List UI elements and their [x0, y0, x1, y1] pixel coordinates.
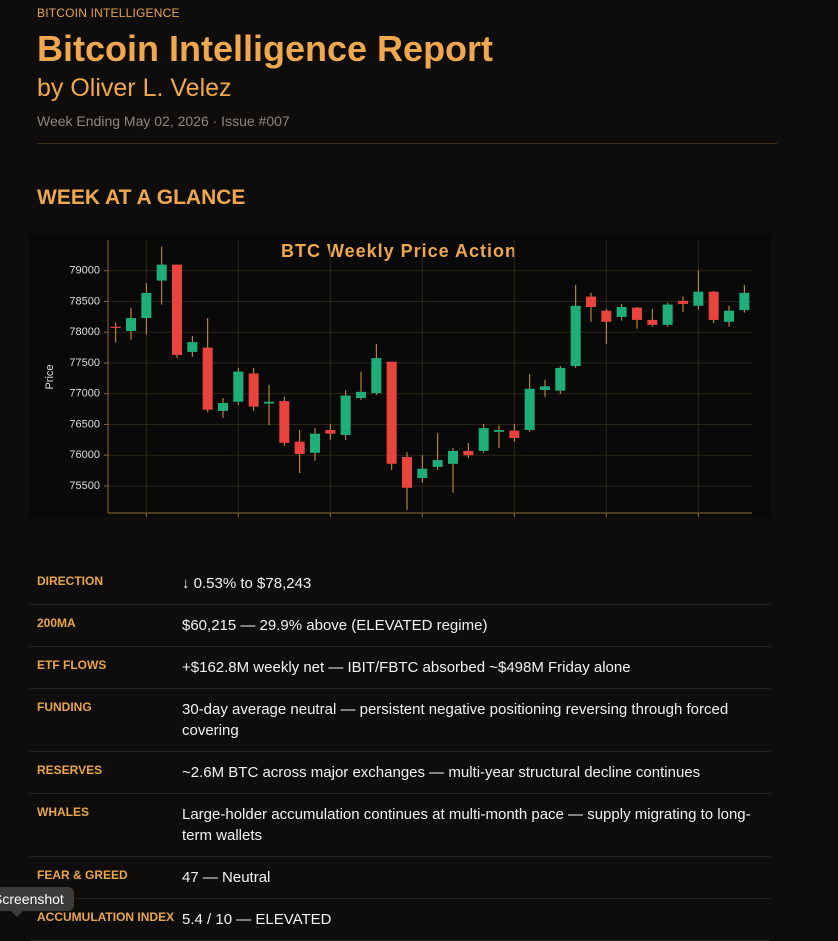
- candle-body: [340, 395, 351, 435]
- y-tick-label: 75500: [69, 480, 100, 492]
- row-value: ↓ 0.53% to $78,243: [182, 575, 312, 592]
- issue-meta: Week Ending May 02, 2026 · Issue #007: [37, 113, 290, 129]
- y-axis-label: Price: [44, 364, 56, 389]
- row-label: DIRECTION: [37, 574, 103, 588]
- candle-body: [156, 264, 167, 281]
- candle-body: [693, 291, 704, 306]
- y-tick-label: 76500: [69, 418, 100, 430]
- y-tick-label: 77500: [69, 357, 100, 369]
- candle-body: [126, 318, 136, 331]
- candle-body: [540, 386, 550, 391]
- candle-body: [417, 468, 428, 478]
- candle-body: [386, 361, 397, 464]
- candle-body: [371, 358, 382, 394]
- candle-body: [524, 388, 535, 430]
- row-value: $60,215 — 29.9% above (ELEVATED regime): [182, 617, 488, 634]
- kicker: BITCOIN INTELLIGENCE: [37, 6, 180, 20]
- row-label: WHALES: [37, 805, 89, 819]
- row-value: 47 — Neutral: [182, 869, 271, 886]
- table-row: FEAR & GREED 47 — Neutral: [30, 857, 770, 899]
- report-title: Bitcoin Intelligence Report: [37, 28, 494, 69]
- candle-body: [662, 304, 673, 325]
- candle-body: [172, 264, 182, 355]
- table-row: 200MA $60,215 — 29.9% above (ELEVATED reg…: [30, 605, 770, 647]
- row-label: FEAR & GREED: [37, 868, 128, 882]
- table-row: DIRECTION ↓ 0.53% to $78,243: [30, 563, 770, 605]
- candle-body: [724, 310, 734, 322]
- summary-table: DIRECTION ↓ 0.53% to $78,243 200MA $60,215 …: [30, 563, 770, 941]
- chart-title: BTC Weekly Price Action: [281, 241, 517, 261]
- candle-body: [647, 319, 658, 325]
- candle-body: [708, 291, 719, 320]
- candle-body: [448, 450, 458, 464]
- row-value: 5.4 / 10 — ELEVATED: [182, 911, 332, 928]
- byline: by Oliver L. Velez: [37, 74, 232, 102]
- row-label: ETF FLOWS: [37, 658, 107, 672]
- row-label: ACCUMULATION INDEX: [37, 910, 175, 924]
- candle-body: [632, 307, 642, 320]
- row-label: 200MA: [37, 616, 76, 630]
- candle-body: [402, 457, 412, 488]
- candle-body: [509, 430, 520, 438]
- candle-body: [294, 441, 305, 454]
- candle-body: [218, 402, 228, 411]
- candle-body: [463, 450, 474, 456]
- candle-body: [233, 371, 244, 402]
- candle-body: [202, 347, 213, 410]
- row-value: ~2.6M BTC across major exchanges — multi…: [182, 764, 701, 781]
- table-row: ETF FLOWS +$162.8M weekly net — IBIT/FBTC…: [30, 647, 770, 689]
- row-label: RESERVES: [37, 763, 103, 777]
- candle-body: [616, 307, 627, 317]
- candle-body: [678, 300, 688, 304]
- candle-body: [494, 429, 504, 432]
- chart: BTC Weekly Price Action Price 75500 76000…: [30, 235, 770, 517]
- row-label: FUNDING: [37, 700, 92, 714]
- row-value: 30-day average neutral — persistent nega…: [182, 701, 729, 739]
- y-tick-label: 79000: [69, 265, 100, 277]
- divider: [37, 143, 777, 144]
- section-title: WEEK AT A GLANCE: [37, 186, 246, 209]
- table-row: ACCUMULATION INDEX 5.4 / 10 — ELEVATED: [30, 899, 770, 941]
- table-row: FUNDING 30-day average neutral — persiste…: [30, 689, 770, 752]
- candle-body: [110, 326, 121, 328]
- candle-body: [478, 428, 489, 451]
- table-row: WHALES Large-holder accumulation continue…: [30, 794, 770, 857]
- y-tick-label: 76000: [69, 449, 100, 461]
- y-tick-label: 78500: [69, 295, 100, 307]
- candle-body: [570, 305, 581, 367]
- tooltip: Screenshot: [0, 887, 74, 917]
- candle-body: [310, 433, 320, 453]
- candle-body: [432, 460, 443, 467]
- candle-body: [739, 292, 750, 311]
- candle-body: [555, 367, 566, 391]
- row-value: +$162.8M weekly net — IBIT/FBTC absorbed…: [182, 659, 631, 676]
- candle-body: [187, 342, 198, 352]
- candle-body: [141, 292, 152, 319]
- candle-body: [325, 429, 336, 434]
- y-tick-label: 77000: [69, 388, 100, 400]
- candle-body: [248, 373, 259, 407]
- y-tick-label: 78000: [69, 326, 100, 338]
- candle-body: [586, 296, 596, 308]
- candle-body: [279, 401, 290, 443]
- candle-body: [601, 310, 612, 322]
- table-row: RESERVES ~2.6M BTC across major exchanges…: [30, 752, 770, 794]
- candle-body: [356, 391, 366, 399]
- row-value: Large-holder accumulation continues at m…: [182, 806, 751, 844]
- candle-body: [264, 401, 274, 404]
